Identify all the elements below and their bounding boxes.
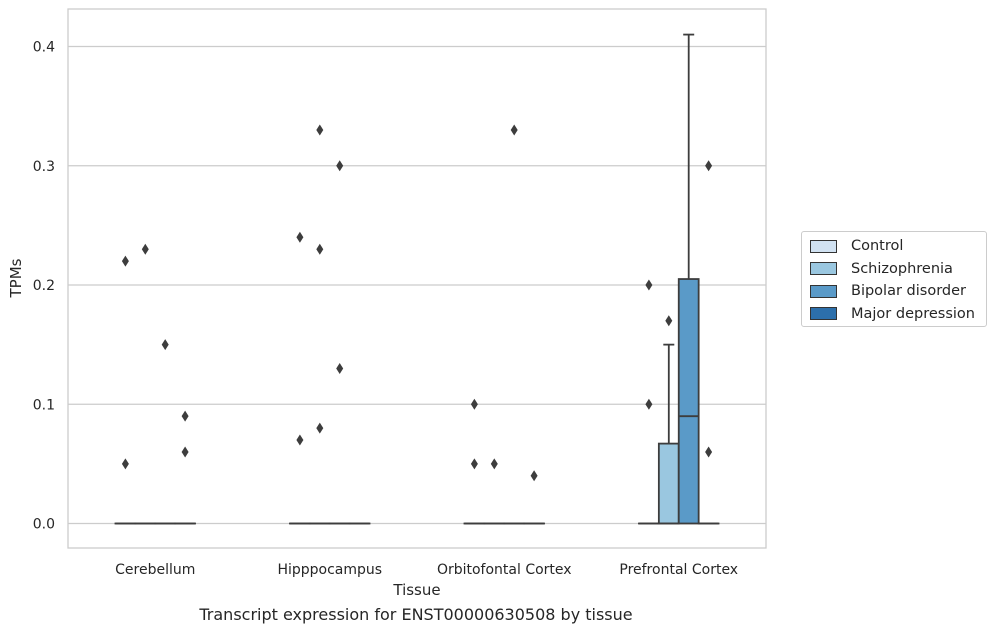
legend-item: Major depression (810, 303, 986, 326)
y-tick-label: 0.1 (33, 397, 55, 413)
x-tick-label: Prefrontal Cortex (619, 562, 738, 578)
outlier-point (316, 243, 324, 255)
y-axis-label: TPMs (7, 258, 25, 298)
outlier-point (316, 422, 324, 434)
box-schizophrenia (657, 442, 680, 525)
outlier-point (645, 398, 653, 410)
plot-area (67, 8, 767, 549)
box-marks (114, 33, 720, 525)
outlier-point (121, 458, 129, 470)
legend-item: Control (810, 235, 986, 258)
outlier-point (161, 339, 169, 351)
legend: Control Schizophrenia Bipolar disorder Majo… (801, 231, 987, 327)
outlier-point (336, 362, 344, 374)
legend-item: Bipolar disorder (810, 280, 986, 303)
outlier-point (645, 279, 653, 291)
outlier-point (705, 160, 713, 172)
outlier-point (490, 458, 498, 470)
x-tick-label: Orbitofontal Cortex (437, 562, 572, 578)
y-tick-label: 0.4 (33, 40, 55, 56)
y-tick-label: 0.2 (33, 278, 55, 294)
tick-labels: 0.0 0.1 0.2 0.3 0.4 Cerebellum Hipppocampus Orb… (33, 40, 738, 579)
outlier-point (665, 315, 673, 327)
outlier-point (336, 160, 344, 172)
legend-swatch (810, 239, 837, 253)
outlier-point (530, 470, 538, 482)
legend-swatch (810, 262, 837, 276)
y-tick-label: 0.0 (33, 517, 55, 533)
outlier-point (470, 398, 478, 410)
outlier-point (296, 231, 304, 243)
outlier-point (296, 434, 304, 446)
legend-label: Control (851, 238, 904, 255)
legend-label: Schizophrenia (851, 260, 953, 277)
chart-caption: Transcript expression for ENST0000063050… (199, 605, 633, 624)
outlier-point (181, 446, 189, 458)
x-tick-label: Hipppocampus (277, 562, 382, 578)
box-bipolar-disorder (677, 278, 700, 525)
legend-item: Schizophrenia (810, 258, 986, 281)
outlier-point (510, 124, 518, 136)
legend-label: Major depression (851, 305, 975, 322)
outlier-point (705, 446, 713, 458)
legend-label: Bipolar disorder (851, 283, 966, 300)
x-axis-label: Tissue (392, 581, 440, 599)
legend-swatch (810, 307, 837, 321)
legend-swatch (810, 284, 837, 298)
x-tick-label: Cerebellum (115, 562, 195, 578)
outlier-point (181, 410, 189, 422)
outlier-point (470, 458, 478, 470)
y-tick-label: 0.3 (33, 159, 55, 175)
outlier-point (141, 243, 149, 255)
outlier-point (316, 124, 324, 136)
outlier-point (121, 255, 129, 267)
